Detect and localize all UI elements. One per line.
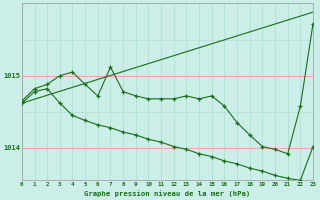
X-axis label: Graphe pression niveau de la mer (hPa): Graphe pression niveau de la mer (hPa) [84,190,251,197]
